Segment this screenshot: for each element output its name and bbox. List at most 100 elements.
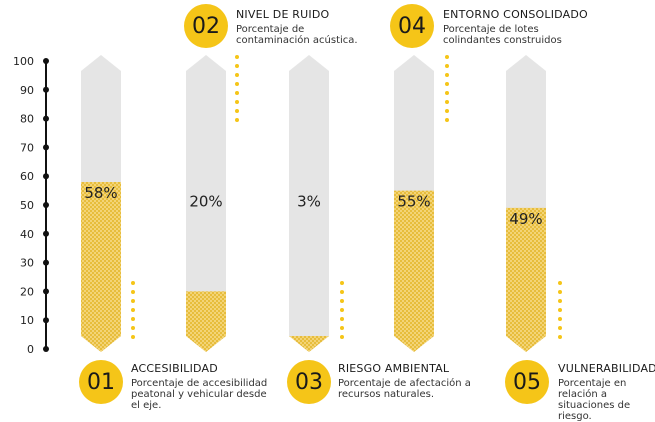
bars: 58% 20% 3% 55% 49%: [81, 55, 546, 352]
y-tick-dot: [43, 115, 49, 122]
connector-dot: [558, 290, 562, 294]
y-tick-label: 90: [20, 84, 34, 97]
connector-dot: [558, 317, 562, 321]
bar-track: [289, 55, 329, 352]
y-tick-label: 30: [20, 257, 34, 270]
indicator-01-badge: 01: [79, 360, 123, 404]
connector-dots: [131, 55, 562, 339]
bar-fill: [289, 336, 329, 352]
connector-dot: [131, 335, 135, 339]
y-tick-label: 40: [20, 228, 34, 241]
indicator-01-info: ACCESIBILIDAD Porcentaje de accesibilida…: [131, 362, 267, 411]
indicator-02-description: Porcentaje de contaminación acústica.: [236, 24, 358, 46]
indicator-02-description-line: contaminación acústica.: [236, 35, 358, 46]
indicator-04-description: Porcentaje de lotes colindantes construi…: [443, 24, 588, 46]
connector-dot: [445, 82, 449, 86]
indicator-04-description-line: colindantes construidos: [443, 35, 562, 46]
connector-dot: [445, 73, 449, 77]
bar-fill: [81, 181, 121, 352]
connector-dot: [445, 118, 449, 122]
connector-dot: [131, 281, 135, 285]
connector-dot: [558, 281, 562, 285]
indicator-05-description-line: relación a: [558, 389, 607, 400]
indicator-03-description-line: recursos naturales.: [338, 389, 434, 400]
connector-dot: [445, 64, 449, 68]
connector-dot: [235, 82, 239, 86]
indicator-05-title: VULNERABILIDAD: [558, 362, 655, 375]
y-axis: 0 10 20 30 40 50 60 70 80 90 100: [13, 55, 49, 356]
y-tick-label: 0: [27, 343, 34, 356]
indicator-01-description: Porcentaje de accesibilidad peatonal y v…: [131, 378, 267, 411]
bar-fill: [394, 190, 434, 352]
indicator-03-info: RIESGO AMBIENTAL Porcentaje de afectació…: [338, 362, 471, 400]
connector-dot: [340, 290, 344, 294]
indicator-03-title: RIESGO AMBIENTAL: [338, 362, 450, 375]
connector-dot: [445, 55, 449, 59]
connector-dot: [235, 73, 239, 77]
connector-dot: [235, 64, 239, 68]
connector-dot: [235, 55, 239, 59]
indicator-02-title: NIVEL DE RUIDO: [236, 8, 330, 21]
connector-dot: [340, 308, 344, 312]
indicator-03-badge: 03: [287, 360, 331, 404]
bar-value-label: 58%: [84, 184, 117, 202]
y-tick-dot: [43, 230, 49, 237]
indicator-02-info: NIVEL DE RUIDO Porcentaje de contaminaci…: [236, 8, 358, 46]
connector-dot: [131, 317, 135, 321]
connector-dot: [131, 308, 135, 312]
connector-dot: [340, 299, 344, 303]
y-tick-dot: [43, 144, 49, 151]
bar-value-label: 55%: [397, 193, 430, 211]
y-tick-dot: [43, 173, 49, 180]
indicator-03-description: Porcentaje de afectación a recursos natu…: [338, 378, 471, 400]
connector-dot: [235, 100, 239, 104]
bar-fill: [186, 291, 226, 352]
connector-dot: [445, 109, 449, 113]
indicator-01-description-line: el eje.: [131, 400, 162, 411]
y-tick-dot: [43, 202, 49, 208]
y-tick-label: 10: [20, 314, 34, 327]
y-tick-label: 50: [20, 199, 34, 212]
indicator-05-info: VULNERABILIDAD Porcentaje en relación a …: [558, 362, 655, 422]
connector-dot: [558, 326, 562, 330]
bar-value-label: 20%: [189, 193, 222, 211]
indicator-03-description-line: Porcentaje de afectación a: [338, 378, 471, 389]
connector-dot: [131, 299, 135, 303]
indicator-02-number: 02: [192, 13, 220, 39]
connector-dot: [445, 100, 449, 104]
y-tick-label: 70: [20, 141, 34, 154]
y-tick-dot: [43, 346, 49, 352]
connector-dot: [340, 317, 344, 321]
connector-dot: [340, 281, 344, 285]
y-tick-label: 20: [20, 285, 34, 298]
connector-dot: [445, 91, 449, 95]
connector-dot: [558, 308, 562, 312]
y-tick-dot: [43, 86, 49, 93]
y-tick-label: 100: [13, 55, 34, 68]
indicator-05-number: 05: [513, 369, 541, 395]
y-tick-dot: [43, 259, 49, 266]
bar-fill: [506, 207, 546, 352]
indicator-04-number: 04: [398, 13, 426, 39]
indicator-04-title: ENTORNO CONSOLIDADO: [443, 8, 588, 21]
indicator-02-description-line: Porcentaje de: [236, 24, 305, 35]
connector-dot: [131, 290, 135, 294]
indicator-05-description-line: riesgo.: [558, 411, 592, 422]
bar-track: [186, 55, 226, 352]
indicator-01-description-line: peatonal y vehicular desde: [131, 389, 267, 400]
indicator-05-description-line: situaciones de: [558, 400, 631, 411]
indicator-02-badge: 02: [184, 4, 228, 48]
indicator-04-description-line: Porcentaje de lotes: [443, 24, 539, 35]
y-tick-dot: [43, 317, 49, 324]
bar-value-label: 49%: [509, 210, 542, 228]
connector-dot: [131, 326, 135, 330]
indicator-03-number: 03: [295, 369, 323, 395]
y-tick-label: 80: [20, 113, 34, 126]
connector-dot: [340, 335, 344, 339]
bar-value-label: 3%: [297, 193, 321, 211]
connector-dot: [558, 335, 562, 339]
indicator-01-title: ACCESIBILIDAD: [131, 362, 218, 375]
indicator-01-number: 01: [87, 369, 115, 395]
indicator-05-description-line: Porcentaje en: [558, 378, 627, 389]
connector-dot: [340, 326, 344, 330]
